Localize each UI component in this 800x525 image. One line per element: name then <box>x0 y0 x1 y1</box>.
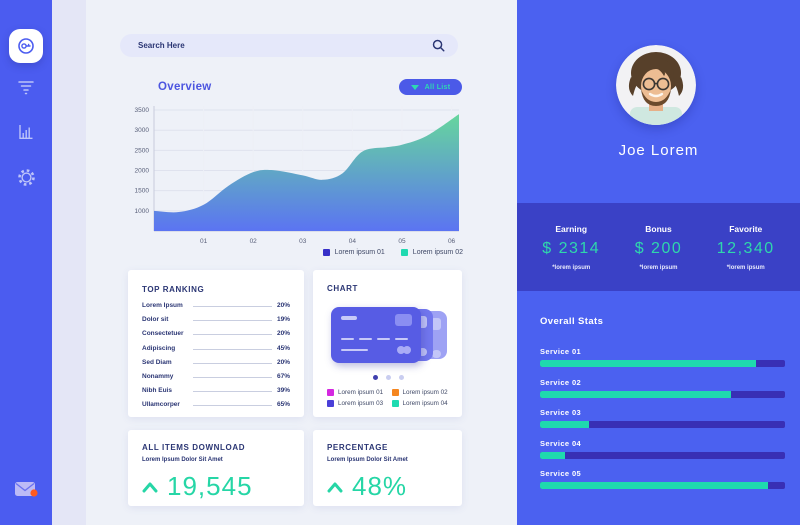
svg-text:3500: 3500 <box>135 107 150 114</box>
dashboard-icon[interactable] <box>9 29 43 63</box>
avatar[interactable] <box>616 45 696 125</box>
chart-card-title: CHART <box>327 284 358 293</box>
card-chip <box>395 314 412 326</box>
ranking-row: Sed Diam 20% <box>142 358 290 366</box>
stats-band: Earning $ 2314 *lorem ipsum Bonus $ 200 … <box>517 203 800 291</box>
overview-chart-legend: Lorem ipsum 01 Lorem ipsum 02 <box>128 249 463 256</box>
overview-title: Overview <box>158 81 212 93</box>
svg-text:2500: 2500 <box>135 147 150 154</box>
ranking-row: Dolor sit 19% <box>142 316 290 324</box>
up-chevron-icon <box>327 482 343 492</box>
legend-item: Lorem ipsum 02 <box>391 389 451 396</box>
svg-text:03: 03 <box>299 238 307 245</box>
stat-favorite: Favorite 12,340 *lorem ipsum <box>716 223 775 271</box>
downloads-subtitle: Lorem Ipsum Dolor Sit Amet <box>142 457 223 463</box>
legend-item: Lorem ipsum 01 <box>327 389 386 396</box>
ranking-row: Nonammy 67% <box>142 372 290 380</box>
chevron-down-icon <box>410 84 419 90</box>
svg-text:1500: 1500 <box>135 188 150 195</box>
progress-bar <box>540 390 785 398</box>
ranking-row: Consectetuer 20% <box>142 330 290 338</box>
svg-text:05: 05 <box>398 238 406 245</box>
service-row: Service 01 <box>540 347 785 367</box>
legend-item: Lorem ipsum 04 <box>391 400 451 407</box>
svg-text:1000: 1000 <box>135 208 150 215</box>
stat-bonus: Bonus $ 200 *lorem ipsum <box>634 223 683 271</box>
svg-text:04: 04 <box>349 238 357 245</box>
up-chevron-icon <box>142 482 158 492</box>
all-list-label: All List <box>424 83 451 91</box>
search-icon[interactable] <box>431 38 446 53</box>
search-bar <box>120 34 458 57</box>
left-sidebar <box>0 0 52 525</box>
carousel-dot-2[interactable] <box>386 375 391 380</box>
ranking-row: Lorem Ipsum 20% <box>142 302 290 309</box>
notification-dot <box>30 489 38 497</box>
chart-card: CHART Lorem ipsu <box>313 270 462 417</box>
services-list: Service 01 Service 02 Service 03 Service… <box>540 347 785 500</box>
percentage-subtitle: Lorem Ipsum Dolor Sit Amet <box>327 457 408 463</box>
downloads-title: ALL ITEMS DOWNLOAD <box>142 443 246 452</box>
service-row: Service 05 <box>540 469 785 489</box>
percentage-card: PERCENTAGE Lorem Ipsum Dolor Sit Amet 48… <box>313 430 462 506</box>
sidebar-secondary-rail <box>52 0 86 525</box>
downloads-card: ALL ITEMS DOWNLOAD Lorem Ipsum Dolor Sit… <box>128 430 304 506</box>
progress-bar <box>540 360 785 367</box>
progress-bar <box>540 451 785 459</box>
svg-text:06: 06 <box>448 238 456 245</box>
overview-area-chart: 3500 3000 2500 2000 1500 1000 01 02 03 04 05 06 <box>128 100 463 248</box>
search-input[interactable] <box>138 41 431 50</box>
carousel-dots <box>327 375 450 380</box>
all-list-dropdown[interactable]: All List <box>399 79 462 95</box>
filter-icon[interactable] <box>0 79 52 95</box>
percentage-value: 48% <box>352 471 408 501</box>
credit-card-illustration <box>331 307 449 365</box>
bar-chart-icon[interactable] <box>0 123 52 141</box>
legend-item: Lorem ipsum 02 <box>400 249 463 256</box>
service-row: Service 02 <box>540 378 785 398</box>
carousel-dot-1[interactable] <box>373 375 378 380</box>
carousel-dot-3[interactable] <box>399 375 404 380</box>
service-row: Service 04 <box>540 439 785 459</box>
legend-item: Lorem ipsum 03 <box>327 400 386 407</box>
progress-bar <box>540 421 785 428</box>
service-row: Service 03 <box>540 408 785 428</box>
stat-earning: Earning $ 2314 *lorem ipsum <box>542 223 601 271</box>
legend-item: Lorem ipsum 01 <box>322 249 385 256</box>
credit-card-front <box>331 307 421 363</box>
mail-icon[interactable] <box>0 480 52 498</box>
downloads-value: 19,545 <box>167 471 253 501</box>
svg-text:2000: 2000 <box>135 168 150 175</box>
legend-swatch <box>400 249 408 256</box>
ranking-row: Adipiscing 45% <box>142 344 290 352</box>
legend-swatch <box>322 249 330 256</box>
progress-bar <box>540 482 785 489</box>
svg-text:3000: 3000 <box>135 127 150 134</box>
top-ranking-card: TOP RANKING Lorem Ipsum 20% Dolor sit 19% … <box>128 270 304 417</box>
chart-card-legend: Lorem ipsum 01 Lorem ipsum 02 Lorem ipsu… <box>327 389 450 407</box>
overall-stats-title: Overall Stats <box>540 316 604 327</box>
svg-text:02: 02 <box>250 238 258 245</box>
percentage-title: PERCENTAGE <box>327 443 388 452</box>
svg-text:01: 01 <box>200 238 208 245</box>
ranking-row: Ullamcorper 65% <box>142 401 290 409</box>
user-name: Joe Lorem <box>618 142 699 159</box>
settings-gear-icon[interactable] <box>0 168 52 187</box>
top-ranking-title: TOP RANKING <box>142 285 205 294</box>
ranking-row: Nibh Euis 39% <box>142 387 290 395</box>
